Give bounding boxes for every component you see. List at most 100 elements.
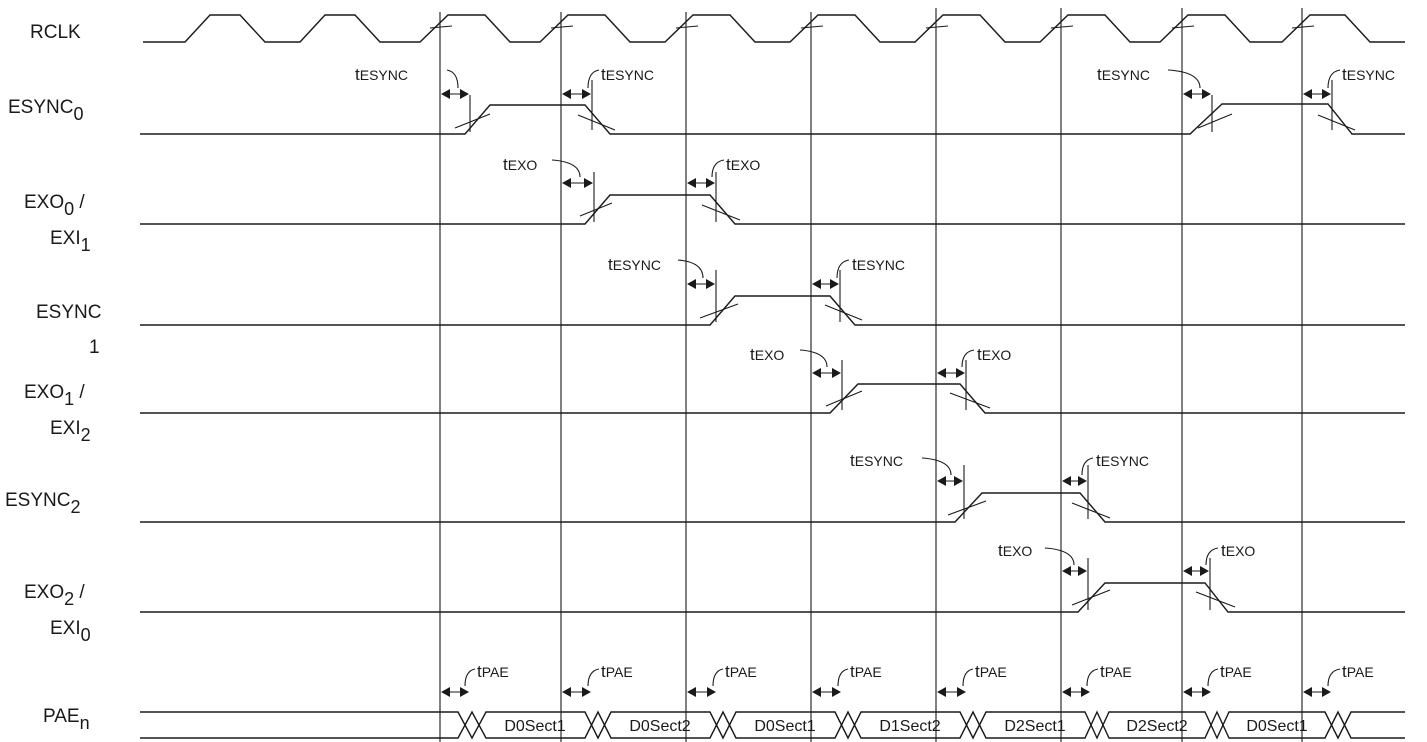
transition-mark	[947, 500, 987, 516]
transition-mark	[699, 303, 739, 319]
transition-mark	[1197, 113, 1233, 129]
arrow-t-pae	[1062, 687, 1090, 697]
label-t-pae: tPAE	[725, 662, 757, 681]
leader	[1327, 668, 1341, 687]
label-t-esync: tESYNC	[1342, 65, 1395, 84]
label-t-exo: tEXO	[503, 155, 537, 174]
label-esync1-index: 1	[89, 337, 100, 358]
arrow-t-esync	[1183, 89, 1211, 99]
bus-segment: D0Sect1	[754, 718, 815, 735]
edge-mark	[675, 25, 699, 29]
leader	[1327, 69, 1341, 89]
leader-curves	[446, 69, 1341, 687]
arrow-t-pae	[1303, 687, 1331, 697]
exo0-waveform	[140, 172, 1405, 225]
rclk-edge-marks	[429, 25, 1315, 29]
bus-segment: D2Sect2	[1126, 718, 1187, 735]
label-t-exo: tEXO	[977, 345, 1011, 364]
leader	[1081, 457, 1094, 476]
transition-mark	[825, 390, 863, 407]
label-exi2: EXI2	[50, 418, 91, 445]
leader	[551, 159, 581, 178]
leader	[1044, 547, 1075, 566]
arrow-t-pae	[562, 687, 591, 697]
leader	[677, 259, 704, 279]
label-t-pae: tPAE	[477, 662, 509, 681]
arrow-t-esync	[937, 476, 963, 486]
leader	[961, 349, 975, 368]
arrow-t-esync	[1303, 89, 1331, 99]
leader	[921, 457, 952, 476]
label-t-esync: tESYNC	[852, 255, 905, 274]
label-t-esync: tESYNC	[355, 65, 408, 84]
arrow-t-pae	[812, 687, 841, 697]
arrow-t-esync	[1062, 476, 1087, 486]
esync0-trace-1	[140, 103, 1405, 135]
arrow-t-exo	[562, 178, 593, 188]
label-t-exo: tEXO	[998, 541, 1032, 560]
leader	[1167, 69, 1201, 89]
bus-segment: D0Sect2	[629, 718, 690, 735]
arrow-t-esync	[441, 89, 469, 99]
pae-bus: D0Sect1 D0Sect2 D0Sect1 D1Sect2 D2Sect1 …	[140, 710, 1405, 740]
label-exi1: EXI1	[50, 228, 91, 255]
transition-mark	[1317, 114, 1356, 131]
pae-bus-bottom	[140, 710, 1405, 739]
arrow-t-exo	[1062, 566, 1087, 576]
transition-mark	[579, 202, 613, 217]
leader	[962, 668, 974, 687]
transition-mark	[1195, 591, 1236, 608]
label-pae: PAEn	[43, 706, 90, 733]
leader	[1086, 668, 1099, 687]
rclk-waveform	[143, 14, 1405, 43]
leader	[1207, 668, 1219, 687]
transition-mark	[701, 204, 741, 221]
label-exi0: EXI0	[50, 618, 91, 645]
leader	[446, 69, 459, 89]
label-t-pae: tPAE	[601, 662, 633, 681]
arrow-t-exo	[812, 368, 841, 378]
esync1-trace	[140, 295, 1405, 326]
label-t-pae: tPAE	[1220, 662, 1252, 681]
arrow-t-exo	[1183, 566, 1209, 576]
arrow-t-exo	[937, 368, 965, 378]
leader	[464, 668, 476, 687]
label-t-pae: tPAE	[1342, 662, 1374, 681]
leader	[837, 668, 849, 687]
rclk-trace	[143, 14, 1405, 43]
label-rclk: RCLK	[30, 22, 81, 43]
label-exo2: EXO2 /	[24, 582, 85, 609]
transition-mark	[824, 304, 863, 321]
timing-labels: tESYNC tESYNC tESYNC tESYNC tEXO tEXO tE…	[355, 65, 1395, 681]
edge-mark	[429, 25, 453, 29]
bus-segment: D0Sect1	[1246, 718, 1307, 735]
label-esync2: ESYNC2	[5, 490, 80, 517]
esync2-waveform	[140, 465, 1405, 523]
arrow-t-esync	[562, 89, 591, 99]
reference-lines	[439, 8, 1303, 742]
arrow-t-pae	[687, 687, 716, 697]
label-exo1: EXO1 /	[24, 382, 85, 409]
transition-mark	[1071, 502, 1111, 519]
pae-bus-top	[140, 711, 1405, 740]
edge-mark	[1291, 25, 1315, 29]
esync2-trace	[140, 492, 1405, 523]
timing-arrows	[441, 89, 1331, 697]
arrow-t-pae	[441, 687, 469, 697]
label-t-esync: tESYNC	[601, 65, 654, 84]
label-t-exo: tEXO	[726, 155, 760, 174]
transition-mark	[1071, 589, 1111, 606]
leader	[799, 349, 828, 368]
leader	[836, 259, 850, 279]
bus-segment: D1Sect2	[879, 718, 940, 735]
esync1-waveform	[140, 270, 1405, 326]
label-t-esync: tESYNC	[1096, 451, 1149, 470]
transition-mark	[577, 114, 616, 131]
exo1-waveform	[140, 360, 1405, 414]
edge-mark	[550, 25, 574, 29]
label-t-exo: tEXO	[1221, 541, 1255, 560]
label-t-pae: tPAE	[1100, 662, 1132, 681]
arrow-t-pae	[937, 687, 966, 697]
transition-mark	[949, 392, 991, 409]
